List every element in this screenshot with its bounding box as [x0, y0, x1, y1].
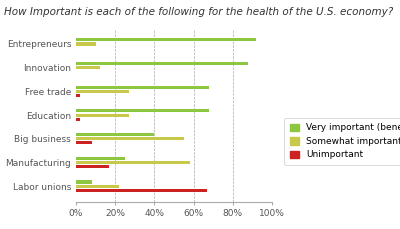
Bar — [76, 141, 92, 144]
Bar — [76, 118, 80, 121]
Bar — [76, 180, 92, 183]
Bar — [76, 137, 184, 140]
Bar — [76, 94, 80, 97]
Bar — [76, 157, 125, 160]
Bar — [76, 189, 207, 192]
Text: How Important is each of the following for the health of the U.S. economy?: How Important is each of the following f… — [4, 7, 393, 17]
Bar — [76, 133, 154, 136]
Bar — [76, 86, 209, 89]
Bar — [76, 90, 129, 93]
Bar — [76, 42, 96, 46]
Bar — [76, 185, 119, 188]
Legend: Very important (beneficial), Somewhat important, Unimportant: Very important (beneficial), Somewhat im… — [284, 118, 400, 165]
Bar — [76, 165, 109, 168]
Bar — [76, 161, 190, 164]
Bar — [76, 114, 129, 117]
Bar — [76, 38, 256, 41]
Bar — [76, 66, 100, 69]
Bar — [76, 109, 209, 112]
Bar — [76, 62, 248, 65]
